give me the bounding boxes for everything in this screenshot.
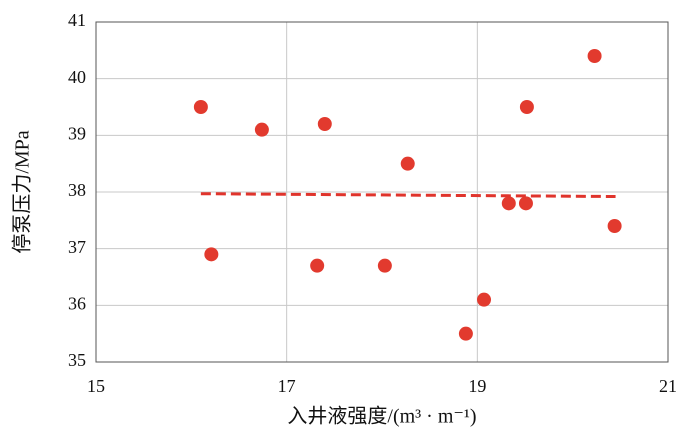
y-axis-title: 停泵压力/MPa: [11, 130, 34, 253]
point: [193, 100, 208, 114]
x-axis-title: 入井液强度/(m³ · m⁻¹): [287, 405, 476, 428]
x-tick-label: 15: [87, 376, 105, 396]
point: [518, 196, 533, 211]
x-tick-label: 21: [659, 376, 677, 396]
y-tick-label: 37: [68, 237, 86, 257]
plot-frame: [95, 21, 669, 363]
point: [607, 219, 622, 233]
point: [458, 326, 473, 341]
point: [519, 100, 534, 114]
point: [310, 258, 325, 273]
point: [317, 117, 332, 131]
point: [377, 258, 392, 273]
point: [477, 292, 492, 307]
y-tick-label: 41: [68, 10, 86, 30]
y-tick-label: 38: [68, 180, 86, 200]
x-tick-label: 17: [278, 376, 296, 396]
y-tick-label: 39: [68, 123, 86, 143]
x-tick-label: 19: [468, 376, 486, 396]
point: [400, 156, 415, 171]
trend-line: [200, 192, 616, 199]
point: [254, 122, 269, 137]
y-tick-label: 36: [68, 293, 86, 313]
y-tick-label: 40: [68, 67, 86, 87]
point: [501, 196, 516, 211]
point: [204, 247, 219, 262]
y-tick-label: 35: [68, 350, 86, 370]
point: [587, 49, 602, 63]
